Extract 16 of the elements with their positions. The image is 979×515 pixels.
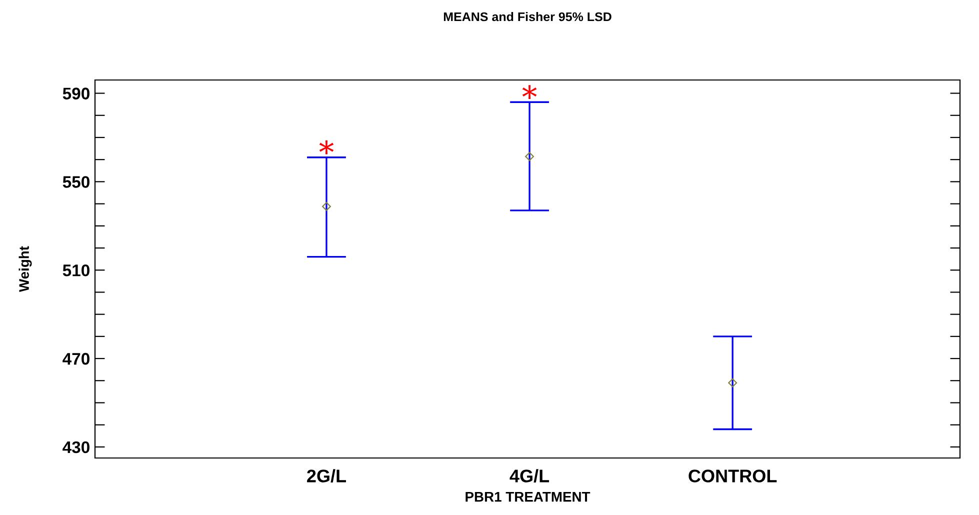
y-tick-label: 590 (62, 88, 90, 100)
x-axis-title: PBR1 TREATMENT (466, 492, 590, 502)
y-tick-label: 470 (62, 352, 90, 365)
point (525, 152, 534, 161)
annotation: * (522, 85, 537, 99)
x-tick-label: 4G/L (510, 469, 550, 483)
x-tick-label: 2G/L (307, 469, 346, 483)
y-tick-label: 550 (62, 176, 90, 188)
point (728, 378, 738, 388)
chart-title: MEANS and Fisher 95% LSD (444, 12, 612, 22)
annotation: * (319, 140, 334, 154)
x-tick-label: CONTROL (688, 470, 777, 482)
y-axis-title: Weight (18, 246, 32, 292)
y-tick-label: 430 (62, 441, 90, 454)
y-tick-label: 510 (62, 264, 90, 276)
point (322, 202, 331, 211)
